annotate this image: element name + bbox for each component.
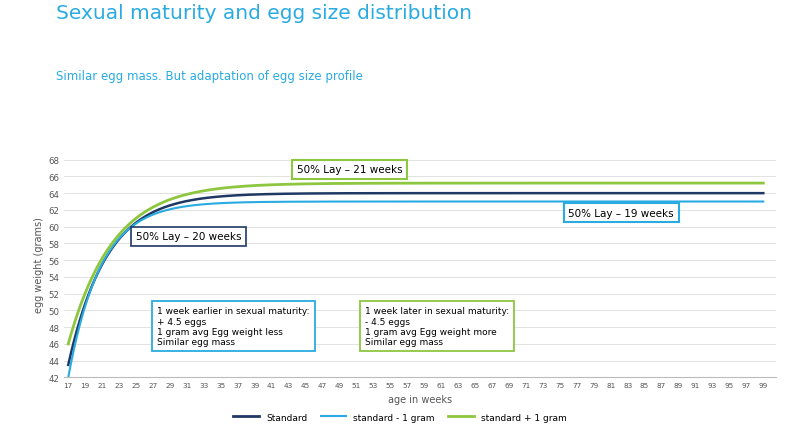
Text: 1 week later in sexual maturity:
- 4.5 eggs
1 gram avg Egg weight more
Similar e: 1 week later in sexual maturity: - 4.5 e… bbox=[365, 306, 509, 347]
Y-axis label: egg weight (grams): egg weight (grams) bbox=[34, 217, 44, 312]
X-axis label: age in weeks: age in weeks bbox=[388, 394, 452, 404]
Text: Sexual maturity and egg size distribution: Sexual maturity and egg size distributio… bbox=[56, 4, 472, 23]
Text: 50% Lay – 19 weeks: 50% Lay – 19 weeks bbox=[568, 208, 674, 218]
Text: 50% Lay – 20 weeks: 50% Lay – 20 weeks bbox=[136, 232, 242, 242]
Text: 1 week earlier in sexual maturity:
+ 4.5 eggs
1 gram avg Egg weight less
Similar: 1 week earlier in sexual maturity: + 4.5… bbox=[158, 306, 310, 347]
Text: 50% Lay – 21 weeks: 50% Lay – 21 weeks bbox=[297, 165, 402, 175]
Text: Similar egg mass. But adaptation of egg size profile: Similar egg mass. But adaptation of egg … bbox=[56, 69, 363, 82]
Legend: Standard, standard - 1 gram, standard + 1 gram: Standard, standard - 1 gram, standard + … bbox=[230, 409, 570, 425]
